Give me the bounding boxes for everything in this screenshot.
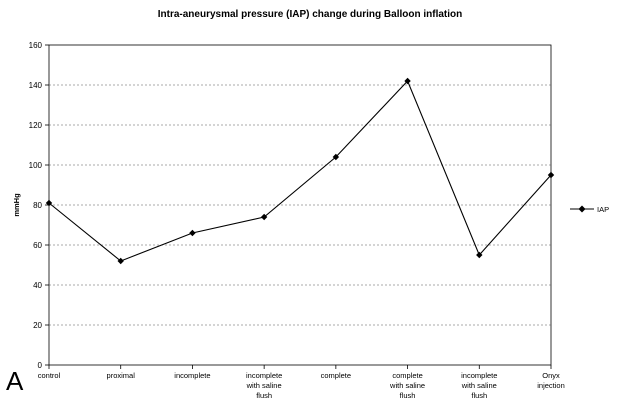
- data-point: [189, 229, 196, 237]
- y-axis: 0 20 40 60 80 100 120 140 160: [29, 41, 49, 370]
- y-tick-label: 20: [33, 321, 42, 330]
- panel-label: A: [6, 366, 24, 396]
- grid: [49, 84, 551, 326]
- y-tick-label: 120: [29, 121, 43, 130]
- y-tick-label: 60: [33, 241, 42, 250]
- y-tick-label: 100: [29, 161, 43, 170]
- x-tick-label: incomplete with saline flush: [461, 371, 498, 400]
- legend-label: IAP: [597, 205, 609, 214]
- data-point: [260, 213, 268, 221]
- x-tick-label: Onyx injection: [537, 371, 565, 390]
- data-point: [404, 77, 411, 85]
- y-tick-label: 140: [29, 81, 43, 90]
- y-tick-label: 0: [38, 361, 43, 370]
- x-tick-label: incomplete: [174, 371, 210, 380]
- legend: IAP: [570, 205, 609, 214]
- series-lines: [45, 77, 555, 265]
- x-tick-label: control: [38, 371, 61, 380]
- y-tick-label: 80: [33, 201, 42, 210]
- series-line: [48, 80, 552, 262]
- plot-area: [48, 44, 552, 366]
- y-tick-label: 40: [33, 281, 42, 290]
- data-point: [117, 257, 124, 265]
- data-point: [547, 171, 555, 179]
- x-axis: control proximal incomplete incomplete with …: [38, 365, 565, 400]
- data-point: [45, 199, 53, 207]
- y-tick-label: 160: [29, 41, 43, 50]
- legend-marker: [578, 205, 586, 213]
- x-tick-label: complete: [321, 371, 351, 380]
- y-axis-label: mmHg: [12, 193, 21, 217]
- chart-title: Intra-aneurysmal pressure (IAP) change d…: [158, 9, 463, 20]
- x-tick-label: proximal: [107, 371, 136, 380]
- data-point: [332, 153, 340, 161]
- x-tick-label: incomplete with saline flush: [246, 371, 283, 400]
- data-point: [476, 251, 483, 259]
- x-tick-label: complete with saline flush: [389, 371, 425, 400]
